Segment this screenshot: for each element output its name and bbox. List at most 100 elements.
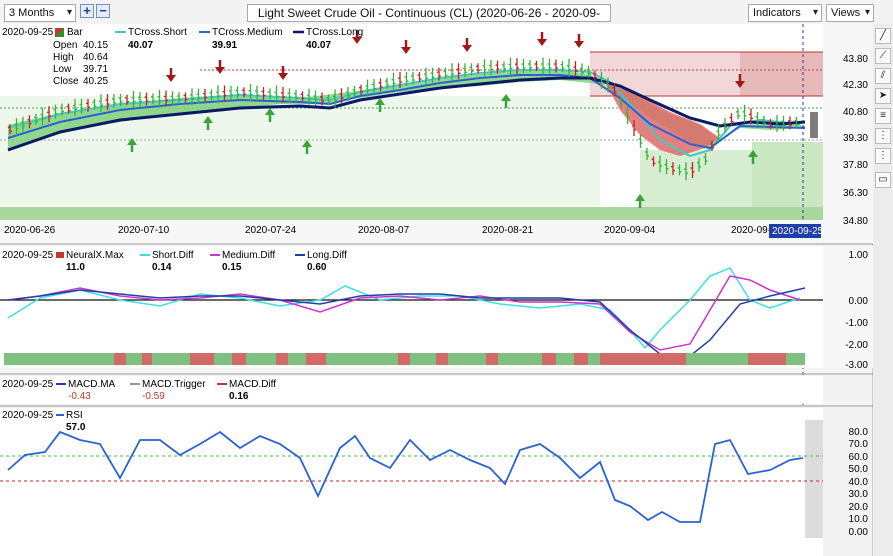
price-bar — [21, 116, 25, 132]
price-y-tick: 34.80 — [843, 216, 868, 227]
price-panel[interactable]: 2020-09-25 Bar Open 40.15 High 40.64 Low… — [0, 24, 873, 555]
signal-segment — [588, 353, 600, 365]
price-bar — [723, 118, 727, 133]
bars-tool-icon[interactable]: ≡ — [875, 108, 891, 124]
chart-canvas[interactable]: 2020-09-25 Bar Open 40.15 High 40.64 Low… — [0, 0, 873, 556]
price-bar — [339, 88, 344, 105]
legend-long-diff-value: 0.60 — [307, 262, 327, 273]
price-bar — [547, 58, 552, 74]
price-bar — [541, 57, 545, 75]
price-bar — [346, 87, 350, 101]
price-x-tick: 2020-09- — [731, 225, 771, 236]
price-bar — [697, 157, 701, 172]
line-tool-icon[interactable]: ╱ — [875, 28, 891, 44]
views-label: Views — [831, 7, 861, 19]
price-x-tick: 2020-09-04 — [604, 225, 656, 236]
macd-panel[interactable]: 2020-09-25 MACD.MA -0.43 MACD.Trigger -0… — [0, 376, 873, 407]
price-bar — [638, 134, 643, 148]
sell-arrow-icon — [537, 32, 547, 46]
signal-segment — [686, 353, 748, 365]
price-bar — [671, 162, 675, 176]
ohlc-block: Open 40.15 High 40.64 Low 39.71 Close 40… — [53, 40, 108, 87]
price-bar — [768, 118, 773, 129]
price-y-tick: 39.30 — [843, 133, 868, 144]
buy-arrow-icon — [375, 98, 385, 112]
zoom-out-button[interactable]: − — [96, 4, 110, 18]
period-dropdown[interactable]: 3 Months — [4, 4, 76, 22]
price-x-tick: 2020-07-24 — [245, 225, 297, 236]
price-bar — [788, 116, 792, 130]
price-bar — [398, 72, 402, 88]
trend-tool-icon[interactable]: ⟋ — [875, 48, 891, 64]
neural-plot-bg — [0, 246, 823, 368]
price-bar — [508, 57, 513, 76]
signal-segment — [246, 353, 276, 365]
price-axis-bg — [823, 24, 873, 244]
signal-segment — [4, 353, 114, 365]
more2-icon[interactable]: ⋮ — [875, 148, 891, 164]
price-bar — [138, 91, 142, 107]
comment-icon[interactable]: ▭ — [875, 172, 891, 188]
price-bar — [378, 78, 383, 92]
signal-segment — [142, 353, 152, 365]
rsi-panel[interactable]: 2020-09-25 RSI 57.0 80.0 70.0 60.0 50.0 … — [0, 408, 868, 556]
price-bar — [307, 88, 311, 106]
neural-panel[interactable]: 2020-09-25 NeuralX.Max 11.0 Short.Diff 0… — [0, 246, 873, 375]
price-bar — [391, 72, 396, 91]
ohlc-high-label: High — [53, 52, 74, 63]
price-bar — [372, 79, 376, 94]
price-bar — [125, 94, 129, 105]
price-bar — [411, 72, 415, 85]
price-bar — [294, 89, 298, 102]
period-label: 3 Months — [9, 7, 55, 19]
rsi-y-tick: 30.0 — [849, 489, 869, 500]
legend-swatch-neural — [56, 252, 64, 258]
price-bar — [495, 60, 500, 74]
price-y-tick: 42.30 — [843, 80, 868, 91]
ohlc-high-value: 40.64 — [83, 52, 108, 63]
legend-macd-diff-value: 0.16 — [229, 391, 249, 402]
neural-axis-bg — [823, 246, 873, 368]
legend-medium-name: TCross.Medium — [212, 27, 283, 38]
price-bar — [528, 60, 532, 72]
zoom-in-button[interactable]: + — [80, 4, 94, 18]
tcross-long-line — [7, 76, 806, 152]
signal-segment — [542, 353, 556, 365]
signal-segment — [600, 353, 686, 365]
price-bar — [79, 98, 84, 114]
neural-y-tick: -3.00 — [845, 360, 868, 371]
rsi-y-tick: 80.0 — [849, 427, 869, 438]
signal-segment — [786, 353, 805, 365]
legend-macd-ma-name: MACD.MA — [68, 379, 116, 390]
channel-tool-icon[interactable]: ⫽ — [875, 68, 891, 84]
more-icon[interactable]: ⋮ — [875, 128, 891, 144]
legend-macd-trigger-name: MACD.Trigger — [142, 379, 206, 390]
cursor-tool-icon[interactable]: ➤ — [875, 88, 891, 104]
support-band — [0, 207, 823, 220]
signal-segment — [232, 353, 246, 365]
price-bar — [755, 112, 760, 126]
scroll-handle[interactable] — [810, 112, 818, 138]
price-bar — [710, 141, 714, 151]
medium-diff-line — [7, 275, 801, 351]
views-dropdown[interactable]: Views — [826, 4, 874, 22]
price-bar — [287, 88, 292, 103]
price-bar — [359, 84, 363, 95]
price-bar — [762, 115, 766, 128]
indicators-dropdown[interactable]: Indicators — [748, 4, 822, 22]
price-bar — [144, 92, 149, 106]
price-bar — [164, 90, 168, 107]
signal-segment — [214, 353, 232, 365]
ohlc-close-value: 40.25 — [83, 76, 108, 87]
price-bar — [684, 162, 688, 181]
price-bar — [554, 59, 558, 73]
legend-short-name: TCross.Short — [128, 27, 187, 38]
price-bar — [229, 85, 233, 100]
price-bar — [586, 65, 591, 78]
rsi-y-tick: 10.0 — [849, 514, 869, 525]
price-bar — [53, 104, 58, 119]
legend-medium-diff-value: 0.15 — [222, 262, 242, 273]
price-bar — [333, 89, 337, 108]
rsi-legend-date: 2020-09-25 — [2, 410, 54, 421]
